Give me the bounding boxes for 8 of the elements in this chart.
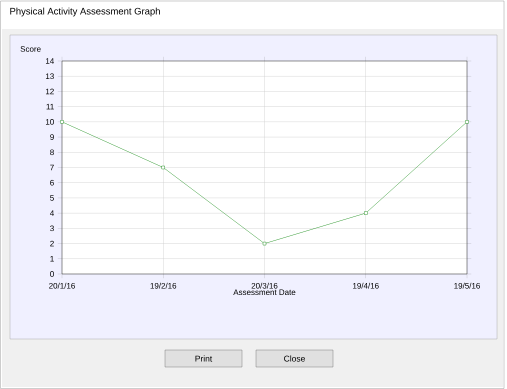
point xyxy=(162,166,165,170)
point xyxy=(262,242,266,246)
chart-title: Physical Activity Assessment Graph xyxy=(10,8,160,16)
text: Close xyxy=(284,355,305,362)
text: Print xyxy=(195,355,212,362)
point xyxy=(364,211,368,215)
point xyxy=(465,120,469,124)
point xyxy=(60,120,64,124)
